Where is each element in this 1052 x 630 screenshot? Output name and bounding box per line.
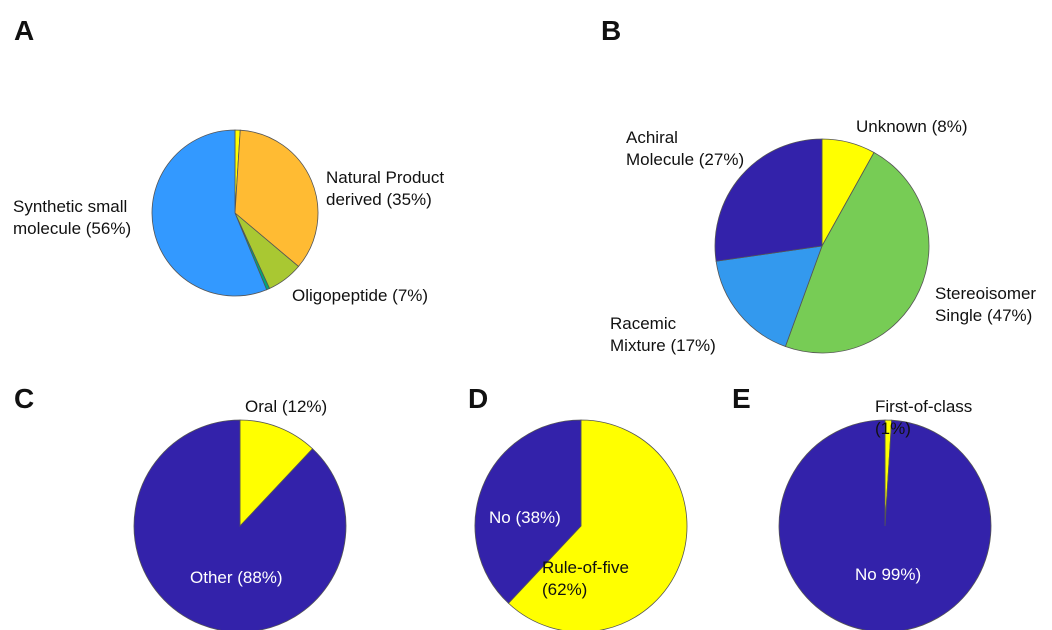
pie-a-label-1-line-1: derived (35%) <box>326 190 432 209</box>
pie-b-label-0-line-0: Unknown (8%) <box>856 117 968 136</box>
pie-a-label-4-line-1: molecule (56%) <box>13 219 131 238</box>
pie-b-label-1: Stereoisomer Single (47%) <box>935 284 1036 325</box>
pie-e-label-1-line-0: No 99%) <box>855 565 921 584</box>
pie-e-label-0-line-1: (1%) <box>875 419 911 438</box>
pie-b-label-3-line-0: Achiral <box>626 128 678 147</box>
pie-a-label-1-line-0: Natural Product <box>326 168 444 187</box>
pie-b-label-2: Racemic Mixture (17%) <box>610 314 716 355</box>
pie-c-slice-0 <box>239 419 314 528</box>
pie-a-label-2-line-0: Oligopeptide (7%) <box>292 286 428 305</box>
pie-b-label-3: Achiral Molecule (27%) <box>626 128 744 169</box>
pie-d-label-0-line-1: (62%) <box>542 580 587 599</box>
pie-chart-e: First-of-class (1%) No 99%) <box>778 397 992 630</box>
panel-letter-c: C <box>14 383 34 414</box>
pie-c-slice-1 <box>133 419 347 630</box>
pie-d-label-1: No (38%) <box>489 508 561 527</box>
pie-c-label-0: Oral (12%) <box>245 397 327 416</box>
pie-a-slice-1 <box>234 129 319 268</box>
pie-c-label-0-line-0: Oral (12%) <box>245 397 327 416</box>
pie-chart-c: Oral (12%) Other (88%) <box>133 397 347 630</box>
pie-b-label-0: Unknown (8%) <box>856 117 968 136</box>
pie-d-slice-1 <box>474 419 582 604</box>
pie-b-slice-1 <box>784 151 930 354</box>
panel-letter-b: B <box>601 15 621 46</box>
pie-b-slice-3 <box>714 138 823 262</box>
pie-a-label-4-line-0: Synthetic small <box>13 197 127 216</box>
pie-d-label-1-line-0: No (38%) <box>489 508 561 527</box>
pie-e-label-0: First-of-class (1%) <box>875 397 972 438</box>
pie-c-label-1-line-0: Other (88%) <box>190 568 283 587</box>
pie-a-label-2: Oligopeptide (7%) <box>292 286 428 305</box>
pie-a-slice-4 <box>151 129 268 297</box>
pie-d-label-0: Rule-of-five (62%) <box>542 558 629 599</box>
pie-b-slice-2 <box>715 245 823 348</box>
pie-e-slice-1 <box>778 419 992 630</box>
pie-b-label-2-line-1: Mixture (17%) <box>610 336 716 355</box>
panel-letter-d: D <box>468 383 488 414</box>
pie-e-label-0-line-0: First-of-class <box>875 397 972 416</box>
pie-b-label-1-line-0: Stereoisomer <box>935 284 1036 303</box>
pie-e-label-1: No 99%) <box>855 565 921 584</box>
pie-d-label-0-line-0: Rule-of-five <box>542 558 629 577</box>
pie-chart-b: Unknown (8%) Stereoisomer Single (47%) Race… <box>610 117 1036 355</box>
panel-letter-e: E <box>732 383 751 414</box>
pie-chart-a: Natural Product derived (35%) Oligopeptide… <box>13 129 444 305</box>
pie-chart-d: Rule-of-five (62%) No (38%) <box>474 419 688 630</box>
pie-c-label-1: Other (88%) <box>190 568 283 587</box>
panel-letter-a: A <box>14 15 34 46</box>
pie-b-label-1-line-1: Single (47%) <box>935 306 1032 325</box>
pie-a-label-1: Natural Product derived (35%) <box>326 168 444 209</box>
pie-a-label-4: Synthetic small molecule (56%) <box>13 197 131 238</box>
pie-b-label-2-line-0: Racemic <box>610 314 677 333</box>
pie-b-label-3-line-1: Molecule (27%) <box>626 150 744 169</box>
